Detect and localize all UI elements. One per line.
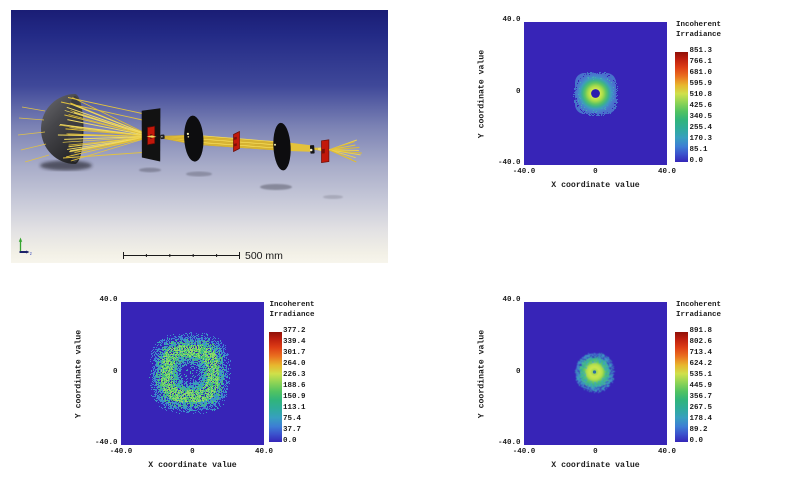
- svg-text:500 mm: 500 mm: [245, 250, 283, 262]
- svg-text:z: z: [30, 251, 33, 256]
